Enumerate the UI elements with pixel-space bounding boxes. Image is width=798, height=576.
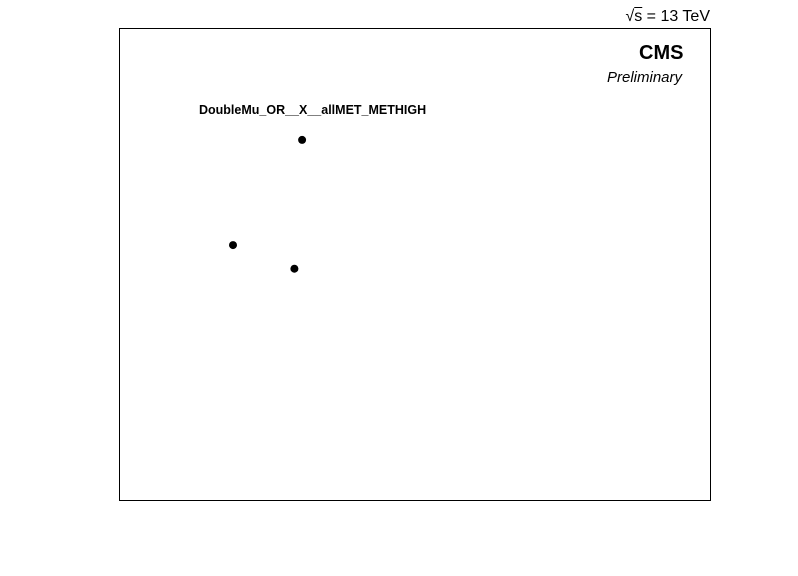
energy-label: √s = 13 TeV	[625, 8, 710, 25]
channel-label: DoubleMu_OR__X__allMET_METHIGH	[199, 103, 427, 117]
scatter-points	[229, 135, 307, 273]
energy-value: = 13 TeV	[642, 8, 710, 25]
status-label: Preliminary	[607, 69, 683, 86]
energy-sqrt-symbol: s	[634, 8, 643, 25]
experiment-label: CMS	[639, 42, 684, 64]
data-point-3	[290, 264, 299, 273]
plot-frame	[119, 28, 711, 501]
data-point-2	[229, 241, 237, 250]
data-point-1	[298, 135, 307, 144]
